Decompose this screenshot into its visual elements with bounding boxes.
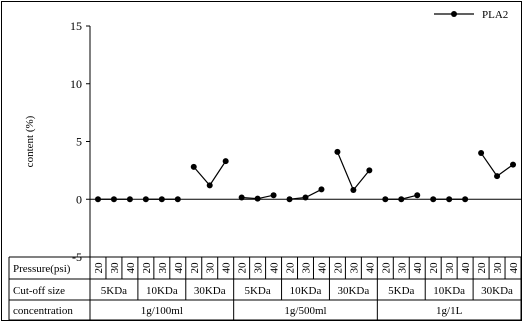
x-category-table: Pressure(psi) Cut-off size concentration… — [8, 256, 522, 321]
pressure-tick-label: 40 — [269, 262, 281, 274]
y-tick-label: 0 — [76, 192, 82, 206]
data-point — [350, 187, 357, 194]
pressure-tick-label: 40 — [125, 262, 137, 274]
data-point — [174, 196, 181, 203]
data-point — [238, 194, 245, 201]
cutoff-label: 30KDa — [481, 285, 513, 297]
data-point — [318, 186, 325, 193]
pressure-tick-label: 20 — [380, 262, 392, 274]
series-line — [193, 160, 227, 187]
pressure-tick-label: 30 — [205, 262, 217, 274]
data-point — [462, 196, 469, 203]
data-point — [414, 192, 421, 199]
pressure-tick-label: 30 — [157, 262, 169, 274]
data-point — [206, 182, 213, 189]
pressure-tick-label: 40 — [460, 262, 472, 274]
data-point — [510, 161, 517, 168]
cutoff-label: 30KDa — [194, 285, 226, 297]
y-axis-label: content (%) — [24, 115, 36, 167]
data-point — [366, 167, 373, 174]
data-point — [398, 196, 405, 203]
concentration-label: 1g/100ml — [141, 305, 183, 317]
row-label-cutoff: Cut-off size — [13, 285, 65, 297]
series-line — [336, 151, 370, 192]
legend: PLA2 — [434, 9, 508, 21]
pressure-tick-label: 40 — [221, 262, 233, 274]
series-pla2 — [94, 148, 517, 203]
pressure-tick-label: 30 — [444, 262, 456, 274]
cutoff-label: 5KDa — [244, 285, 270, 297]
data-point — [190, 163, 197, 170]
legend-marker — [451, 11, 457, 17]
pressure-tick-label: 40 — [364, 262, 376, 274]
pressure-tick-label: 20 — [285, 262, 297, 274]
data-point — [334, 148, 341, 155]
cutoff-label: 5KDa — [101, 285, 127, 297]
data-point — [222, 158, 229, 165]
data-point — [302, 194, 309, 201]
pressure-tick-label: 20 — [428, 262, 440, 274]
pressure-tick-label: 30 — [253, 262, 265, 274]
pressure-tick-label: 20 — [93, 262, 105, 274]
cutoff-label: 10KDa — [146, 285, 178, 297]
data-point — [110, 196, 117, 203]
concentration-label: 1g/500ml — [284, 305, 326, 317]
pressure-tick-label: 30 — [492, 262, 504, 274]
cutoff-label: 30KDa — [337, 285, 369, 297]
data-point — [478, 150, 485, 157]
y-tick-label: 10 — [70, 77, 82, 91]
series-line — [480, 152, 514, 177]
pressure-tick-label: 30 — [348, 262, 360, 274]
pressure-tick-label: 40 — [412, 262, 424, 274]
pressure-tick-label: 20 — [237, 262, 249, 274]
pressure-tick-label: 20 — [332, 262, 344, 274]
data-point — [126, 196, 133, 203]
cutoff-label: 10KDa — [433, 285, 465, 297]
data-point — [158, 196, 165, 203]
y-tick-label: 5 — [76, 135, 82, 149]
pressure-tick-label: 30 — [301, 262, 313, 274]
pressure-tick-label: 40 — [173, 262, 185, 274]
pressure-tick-label: 20 — [189, 262, 201, 274]
pressure-tick-label: 30 — [109, 262, 121, 274]
cutoff-label: 10KDa — [290, 285, 322, 297]
data-point — [254, 195, 261, 202]
cutoff-label: 5KDa — [388, 285, 414, 297]
row-label-pressure: Pressure(psi) — [13, 263, 71, 275]
data-point — [94, 196, 101, 203]
pressure-tick-label: 40 — [508, 262, 520, 274]
pressure-tick-label: 20 — [141, 262, 153, 274]
data-point — [142, 196, 149, 203]
y-tick-label: 15 — [70, 19, 82, 33]
data-point — [382, 196, 389, 203]
data-point — [270, 192, 277, 199]
concentration-label: 1g/1L — [436, 305, 463, 317]
pressure-tick-label: 30 — [396, 262, 408, 274]
data-point — [446, 196, 453, 203]
row-label-concentration: concentration — [13, 305, 73, 317]
pressure-tick-label: 20 — [476, 262, 488, 274]
data-point — [494, 173, 501, 180]
pressure-tick-label: 40 — [316, 262, 328, 274]
legend-label: PLA2 — [482, 9, 508, 21]
data-point — [286, 196, 293, 203]
data-point — [430, 196, 437, 203]
